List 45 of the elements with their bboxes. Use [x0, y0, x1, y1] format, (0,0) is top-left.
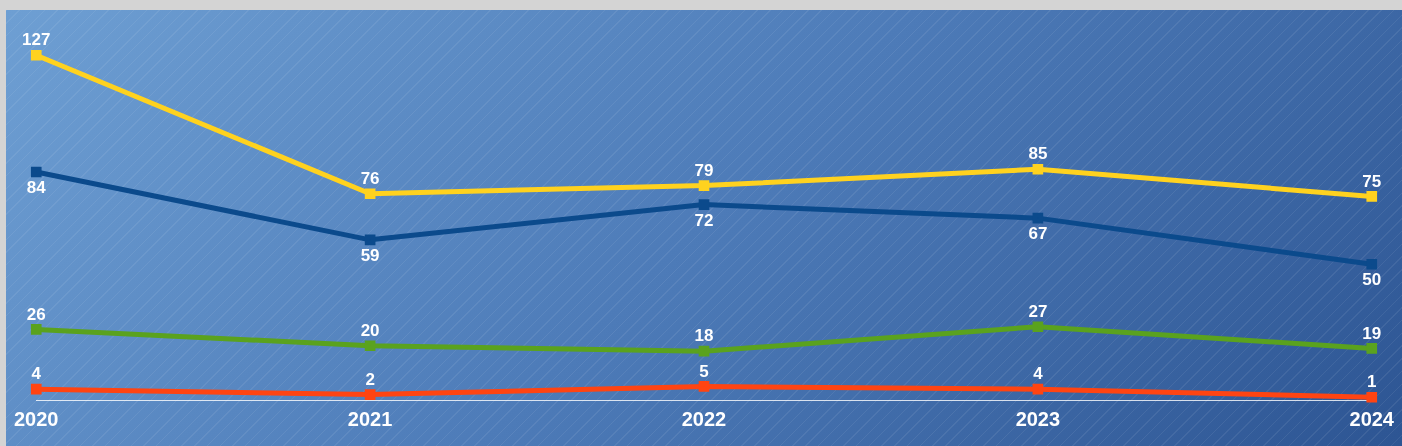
data-label: 27 — [1028, 301, 1048, 321]
data-label: 4 — [31, 364, 42, 384]
point — [1366, 343, 1378, 354]
point — [1032, 212, 1044, 224]
point — [30, 166, 42, 178]
data-label: 85 — [1028, 144, 1048, 164]
point — [1032, 163, 1044, 175]
point — [1366, 391, 1378, 403]
point — [30, 49, 42, 61]
data-label: 2 — [365, 369, 375, 389]
x-tick-label: 2021 — [347, 407, 393, 430]
data-label: 84 — [26, 178, 47, 198]
x-tick-label: 2020 — [14, 407, 59, 430]
point — [1032, 321, 1044, 333]
data-label: 75 — [1362, 171, 1382, 191]
point — [30, 383, 42, 395]
data-label: 72 — [694, 210, 714, 230]
point — [1032, 383, 1044, 395]
x-tick-label: 2023 — [1015, 407, 1061, 430]
data-label: 5 — [699, 361, 709, 381]
x-tick-label: 2024 — [1349, 407, 1395, 430]
x-tick-label: 2022 — [681, 407, 727, 430]
data-label: 19 — [1362, 323, 1382, 343]
data-label: 67 — [1028, 224, 1048, 244]
data-label: 127 — [22, 30, 51, 50]
data-label: 26 — [26, 304, 46, 324]
point — [364, 340, 376, 352]
data-label: 4 — [1033, 364, 1044, 384]
point — [1366, 258, 1378, 270]
point — [364, 389, 376, 400]
point — [30, 324, 42, 335]
data-label: 18 — [694, 326, 714, 346]
point — [698, 199, 710, 210]
data-label: 20 — [360, 320, 380, 340]
data-label: 59 — [360, 246, 380, 266]
point — [364, 234, 376, 246]
point — [364, 188, 376, 200]
point — [698, 180, 710, 191]
data-label: 79 — [694, 160, 714, 180]
data-label: 50 — [1362, 270, 1382, 290]
point — [698, 345, 710, 357]
point — [698, 381, 710, 392]
data-label: 76 — [360, 168, 380, 188]
point — [1366, 191, 1378, 202]
data-label: 1 — [1367, 372, 1377, 392]
